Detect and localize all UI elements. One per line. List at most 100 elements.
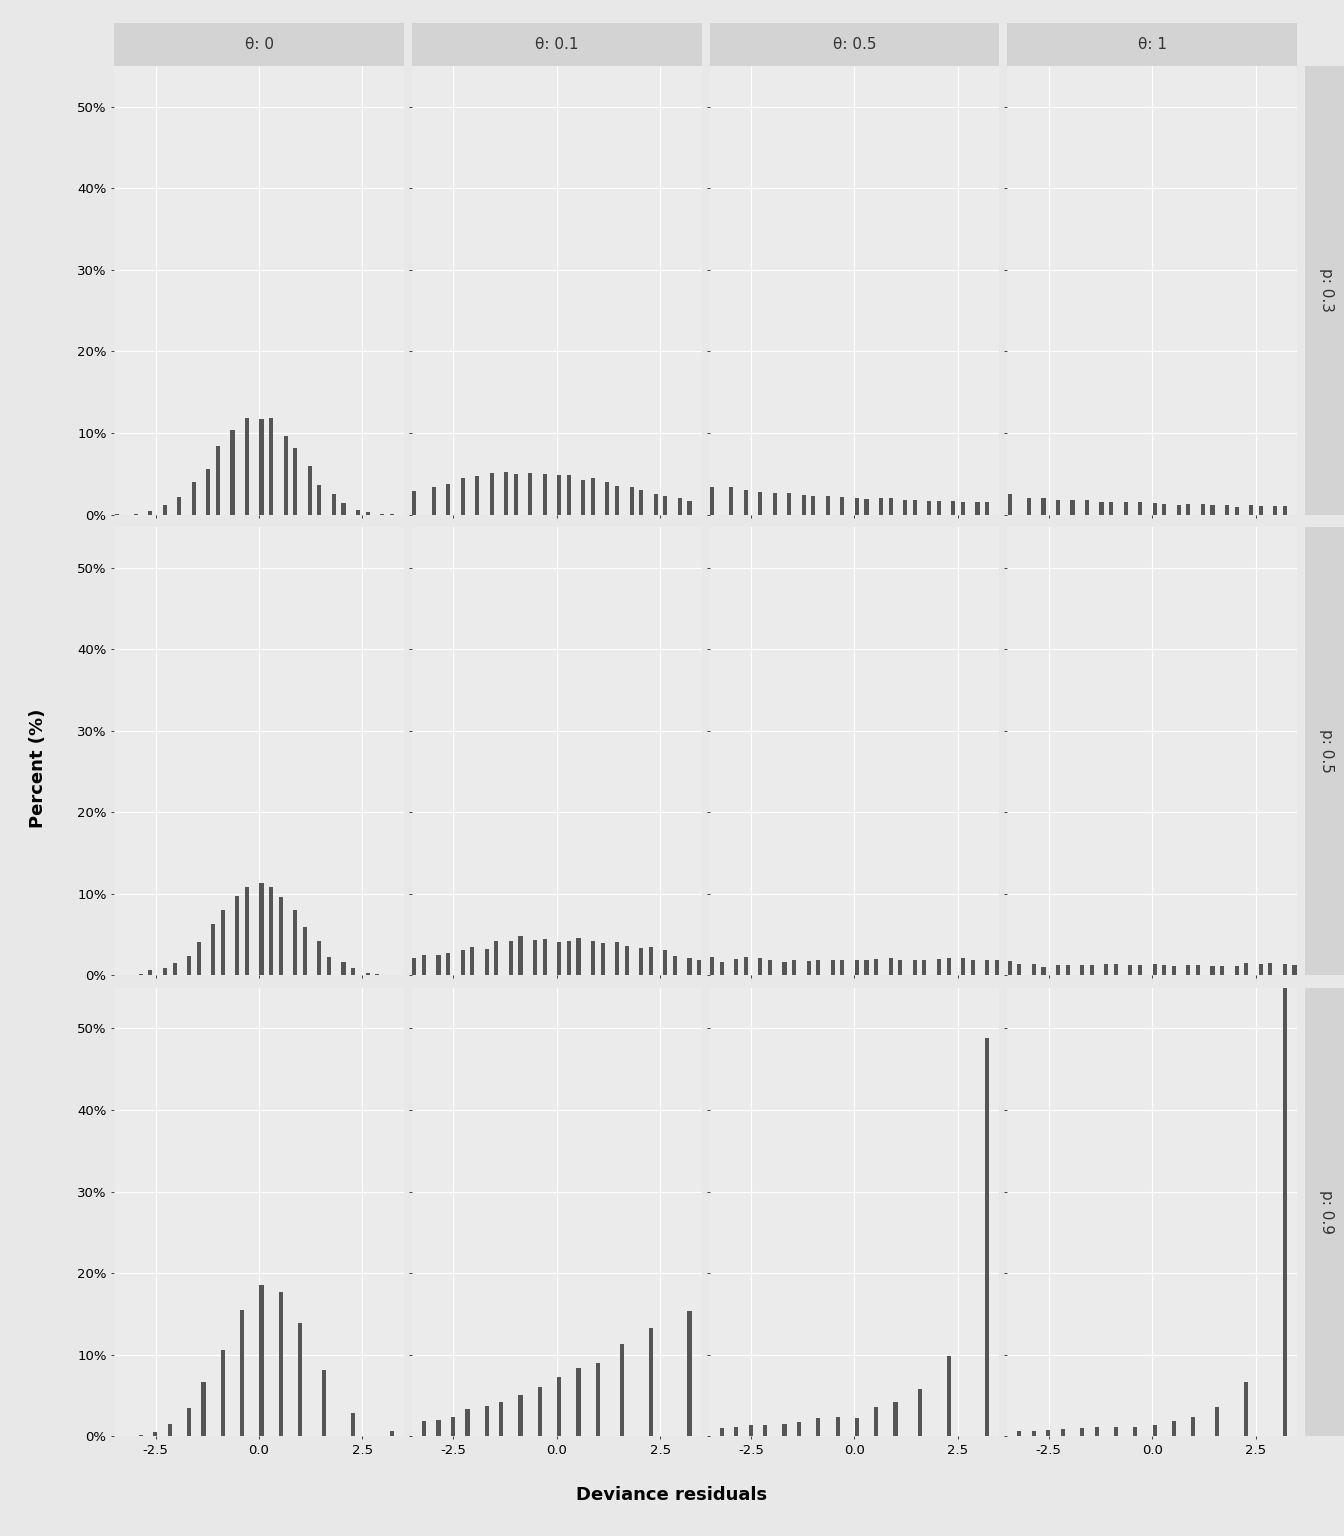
Bar xyxy=(269,888,273,975)
Bar xyxy=(284,436,288,515)
Bar xyxy=(840,960,844,975)
Bar xyxy=(894,1402,898,1436)
Bar xyxy=(1200,504,1204,515)
Bar xyxy=(961,502,965,515)
Bar xyxy=(519,1395,523,1436)
Bar xyxy=(1282,507,1288,515)
Bar xyxy=(259,1286,263,1436)
Bar xyxy=(211,925,215,975)
Bar xyxy=(148,971,152,975)
Bar xyxy=(802,495,806,515)
Bar xyxy=(673,955,677,975)
Bar xyxy=(1056,965,1060,975)
Bar xyxy=(230,430,235,515)
Bar xyxy=(855,1418,859,1436)
Bar xyxy=(687,501,692,515)
Bar xyxy=(758,958,762,975)
Bar xyxy=(1259,505,1263,515)
Bar xyxy=(538,1387,542,1436)
Bar xyxy=(730,487,734,515)
Bar xyxy=(485,949,489,975)
Bar xyxy=(1042,498,1046,515)
Bar xyxy=(937,501,941,515)
Bar xyxy=(259,419,263,515)
Bar xyxy=(196,942,200,975)
Bar xyxy=(1282,917,1288,1436)
Bar xyxy=(323,1370,327,1436)
Bar xyxy=(1066,965,1070,975)
Bar xyxy=(788,493,792,515)
Bar xyxy=(1153,1425,1157,1436)
Bar xyxy=(687,957,692,975)
Bar xyxy=(625,946,629,975)
Bar xyxy=(1032,1432,1036,1436)
Bar xyxy=(390,1432,394,1436)
Bar xyxy=(985,960,989,975)
Bar xyxy=(927,501,931,515)
Bar xyxy=(366,972,370,975)
Bar xyxy=(1153,502,1157,515)
Text: θ: 0.5: θ: 0.5 xyxy=(833,37,876,52)
Bar xyxy=(710,957,714,975)
Bar xyxy=(489,473,493,515)
Bar xyxy=(422,1421,426,1436)
Bar xyxy=(743,490,747,515)
Bar xyxy=(1099,502,1103,515)
Bar xyxy=(245,886,249,975)
Bar xyxy=(1124,502,1128,515)
Bar xyxy=(970,960,974,975)
Bar xyxy=(293,449,297,515)
Bar xyxy=(327,957,331,975)
Bar xyxy=(437,955,441,975)
Bar xyxy=(470,948,474,975)
Text: θ: 0: θ: 0 xyxy=(245,37,274,52)
Bar xyxy=(698,960,702,975)
Bar xyxy=(461,478,465,515)
Bar xyxy=(616,485,620,515)
Bar xyxy=(187,1409,191,1436)
Bar xyxy=(1109,502,1113,515)
Bar xyxy=(937,958,941,975)
Bar xyxy=(437,1421,441,1436)
Bar xyxy=(1245,1382,1249,1436)
Bar xyxy=(138,974,142,975)
Bar xyxy=(577,938,581,975)
Bar xyxy=(558,942,562,975)
Bar xyxy=(719,1428,724,1436)
Bar xyxy=(1047,1430,1051,1436)
Bar xyxy=(1235,507,1239,515)
Bar xyxy=(1196,965,1200,975)
Bar xyxy=(855,498,859,515)
Bar xyxy=(1163,965,1167,975)
Bar xyxy=(864,960,868,975)
Bar xyxy=(1027,498,1031,515)
Bar xyxy=(903,501,907,515)
Bar xyxy=(509,942,513,975)
Bar xyxy=(874,958,878,975)
Bar xyxy=(351,1413,355,1436)
Bar xyxy=(148,510,152,515)
Bar xyxy=(1129,966,1133,975)
Bar xyxy=(1081,965,1085,975)
Bar xyxy=(513,473,517,515)
Bar xyxy=(763,1425,767,1436)
Bar xyxy=(797,1422,801,1436)
Bar xyxy=(1138,502,1142,515)
Bar xyxy=(1081,1428,1085,1436)
Bar xyxy=(1259,963,1263,975)
Bar xyxy=(163,968,167,975)
Bar xyxy=(172,963,176,975)
Bar xyxy=(202,1382,206,1436)
Bar xyxy=(1008,493,1012,515)
Bar xyxy=(976,502,980,515)
Bar xyxy=(245,418,249,515)
Bar xyxy=(995,960,999,975)
Bar xyxy=(1094,1427,1098,1436)
Bar xyxy=(1211,505,1215,515)
Bar xyxy=(543,473,547,515)
Bar xyxy=(710,487,714,515)
Bar xyxy=(985,502,989,515)
Bar xyxy=(577,1369,581,1436)
Bar xyxy=(187,955,191,975)
Bar xyxy=(581,479,586,515)
